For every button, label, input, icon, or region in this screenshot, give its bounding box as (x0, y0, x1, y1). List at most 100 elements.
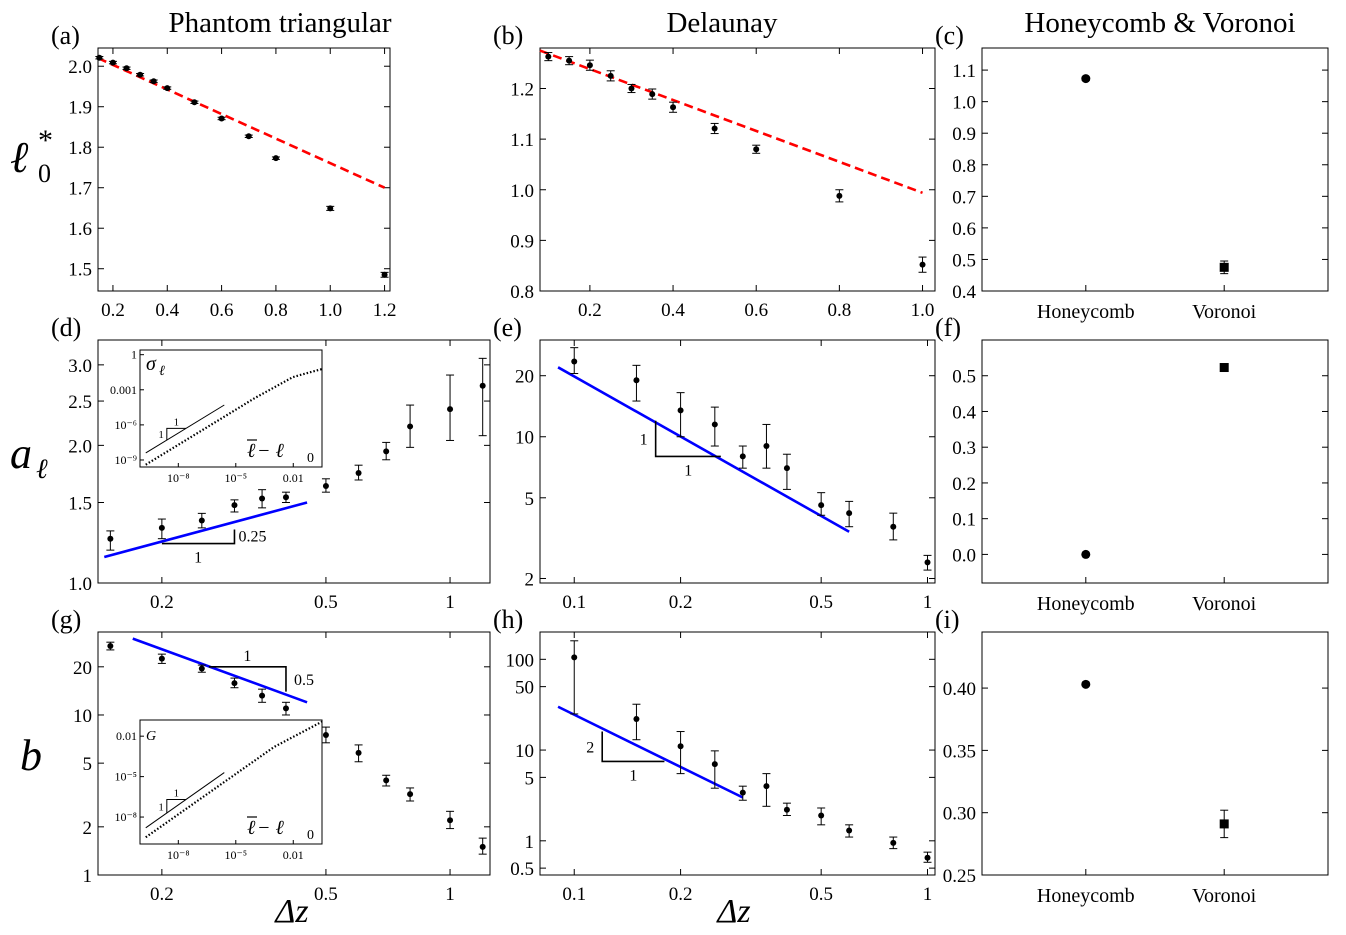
y-tick-label: 0.8 (952, 156, 976, 177)
slope-triangle (208, 666, 287, 692)
row-label-l0-sub: 0 (38, 159, 51, 188)
header-honeycomb-voronoi: Honeycomb & Voronoi (1024, 7, 1295, 39)
slope-line (557, 366, 850, 533)
y-tick-label: 0.5 (952, 250, 976, 271)
panel-c: (c) 0.4 0.5 0.6 0.7 0.8 0.9 1.0 1.1 Honeycomb Voro… (935, 21, 1329, 323)
data-point (739, 453, 746, 460)
inset-x-tick-label: 10⁻⁸ (167, 471, 190, 485)
data-point (571, 358, 578, 365)
slope-triangle (601, 731, 665, 763)
inset-x-tick-label: 10⁻⁵ (225, 471, 248, 485)
y-tick-label: 1 (525, 832, 535, 853)
inset-x-label-bar: ℓ (247, 817, 256, 839)
data-point (818, 502, 825, 509)
data-point (479, 843, 486, 850)
y-tick-label: 1.9 (68, 98, 92, 119)
y-tick-label: 2.0 (68, 436, 92, 457)
inset-y-tick-label: 0.01 (116, 729, 137, 743)
y-tick-label: 0.9 (952, 124, 976, 145)
data-point (198, 517, 205, 524)
y-tick-label: 0.8 (510, 282, 534, 303)
category-label: Voronoi (1192, 885, 1257, 907)
row-label-b: b (20, 731, 42, 780)
y-tick-label: 1.0 (952, 93, 976, 114)
panel-label: (d) (51, 313, 81, 342)
slope-line (103, 501, 308, 559)
fit-line (97, 56, 386, 189)
inset-slope-triangle (166, 427, 186, 441)
y-tick-label: 10 (515, 428, 534, 449)
data-point (753, 146, 760, 153)
data-point (633, 715, 640, 722)
x-tick-label: 0.5 (314, 884, 338, 905)
inset-y-label: σ (146, 353, 157, 375)
data-point (711, 421, 718, 428)
data-point (282, 494, 289, 501)
data-point (259, 495, 266, 502)
xaxis-label-left: Δz (273, 893, 308, 930)
data-point (322, 482, 329, 489)
data-point (191, 99, 198, 106)
y-tick-label: 0.3 (952, 438, 976, 459)
x-tick-label: 0.2 (669, 884, 693, 905)
data-point-square (1219, 363, 1229, 373)
data-point (677, 407, 684, 414)
xaxis-label-middle: Δz (715, 893, 750, 930)
inset-y-label-sub: ℓ (159, 364, 165, 379)
x-tick-label: 0.1 (562, 884, 586, 905)
y-tick-label: 1.8 (68, 138, 92, 159)
slope-triangle (161, 529, 236, 545)
inset-y-tick-label: 0.001 (110, 383, 137, 397)
data-point (158, 655, 165, 662)
data-point (158, 524, 165, 531)
panel-label: (i) (935, 605, 960, 634)
y-tick-label: 1.0 (68, 574, 92, 595)
x-tick-label: 1 (923, 884, 933, 905)
x-tick-label: 0.8 (827, 300, 851, 321)
panel-h: (h) 0.5 1 5 10 50 100 0.1 0.2 0.5 1 2 1 (493, 605, 936, 905)
data-point (846, 827, 853, 834)
data-point (381, 271, 388, 278)
data-point (924, 559, 931, 566)
inset-frame (139, 349, 323, 468)
x-tick-label: 1.0 (318, 300, 342, 321)
data-point (711, 761, 718, 768)
data-point (447, 817, 454, 824)
slope-rise-label: 0.5 (294, 672, 314, 689)
data-point (137, 71, 144, 78)
data-point (355, 749, 362, 756)
y-tick-label: 0.1 (952, 510, 976, 531)
y-tick-label: 0.4 (952, 402, 976, 423)
inset-x-tick-label: 0.01 (283, 848, 304, 862)
x-tick-label: 0.5 (314, 592, 338, 613)
data-point (566, 57, 573, 64)
inset-x-tick-label: 10⁻⁵ (225, 848, 248, 862)
row-label-a-l: a ℓ (10, 429, 48, 485)
data-point (763, 783, 770, 790)
panel-label: (h) (493, 605, 523, 634)
y-tick-label: 5 (525, 768, 535, 789)
x-tick-label: 1.2 (373, 300, 397, 321)
data-point (96, 54, 103, 61)
data-point (1081, 679, 1091, 689)
y-tick-label: 1.0 (510, 181, 534, 202)
y-tick-label: 20 (73, 658, 92, 679)
inset-y-label: G (146, 729, 156, 744)
data-point (571, 654, 578, 661)
inset-triangle-label: 1 (158, 801, 164, 813)
panel-label: (c) (935, 21, 964, 50)
y-tick-label: 2.5 (68, 392, 92, 413)
data-point (924, 854, 931, 861)
plot-frame (539, 631, 936, 876)
inset-y-tick-label: 1 (131, 348, 137, 362)
x-tick-label: 0.2 (578, 300, 602, 321)
y-tick-label: 0.9 (510, 231, 534, 252)
row-label-l0-star: ℓ * 0 (10, 124, 53, 188)
slope-run-label: 1 (194, 550, 202, 567)
data-point (123, 65, 130, 72)
data-point (890, 523, 897, 530)
y-tick-label: 1.1 (952, 61, 976, 82)
panel-label: (f) (935, 313, 961, 342)
